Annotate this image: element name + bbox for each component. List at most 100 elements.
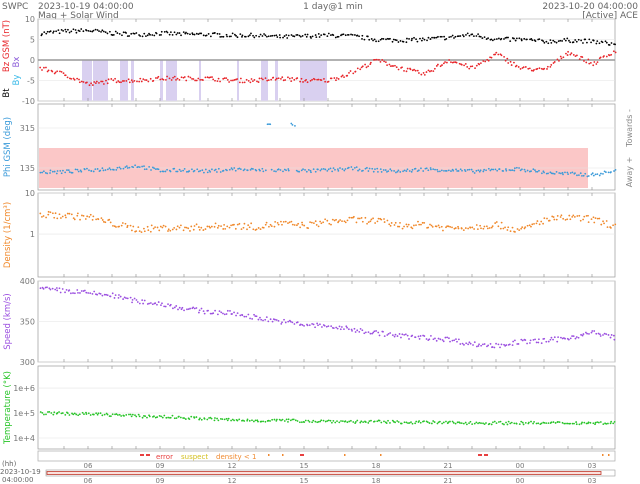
temperature-point [163, 414, 166, 417]
density-point [312, 222, 315, 225]
phi-point [579, 172, 582, 175]
bt-point [126, 35, 129, 38]
bt-point [481, 37, 484, 40]
speed-point [557, 336, 560, 339]
density-point [159, 225, 162, 228]
y-tick-label: 0 [30, 56, 35, 65]
phi-point [396, 170, 399, 173]
phi-point [228, 168, 231, 171]
temperature-point [346, 421, 349, 424]
phi-point [56, 170, 59, 172]
phi-point [77, 170, 80, 173]
density-point [65, 216, 67, 219]
phi-point [317, 168, 319, 171]
speed-point [493, 346, 496, 349]
phi-point [118, 166, 121, 169]
temperature-point [314, 420, 317, 423]
density-point [431, 225, 434, 228]
temperature-point [81, 411, 84, 414]
phi-point [559, 172, 562, 175]
bt-point [55, 30, 58, 33]
y-tick-label: 135 [20, 164, 35, 173]
timeline-range-handle[interactable] [46, 471, 602, 475]
phi-point [399, 171, 402, 173]
phi-point [39, 171, 42, 174]
bt-point [495, 38, 498, 40]
phi-point [429, 167, 432, 169]
temperature-point [326, 420, 329, 422]
flag-error: error [156, 453, 173, 461]
bz-point [352, 72, 355, 75]
bz-point [222, 77, 225, 80]
temperature-point [408, 422, 411, 424]
bz-point [125, 80, 128, 82]
bz-point [54, 71, 57, 74]
phi-point [112, 169, 115, 171]
phi-point [199, 169, 202, 172]
bt-point [301, 35, 304, 37]
bt-point [472, 35, 475, 38]
bz-point [316, 78, 319, 81]
phi-point [450, 170, 452, 172]
mag-axis-label-bz: Bz GSM (nT) [2, 20, 12, 72]
speed-point [314, 326, 316, 329]
temperature-point [403, 421, 406, 424]
bz-point [487, 59, 490, 62]
bz-point [230, 79, 232, 82]
density-point [485, 225, 488, 228]
speed-point [253, 313, 255, 316]
speed-point [156, 303, 158, 306]
bz-point [578, 58, 581, 60]
speed-point [514, 339, 516, 342]
phi-point [309, 169, 312, 172]
speed-point [303, 324, 305, 327]
temperature-point [160, 415, 163, 418]
phi-point [367, 170, 370, 172]
phi-point [472, 170, 474, 173]
temperature-point [336, 420, 338, 423]
bz-point [562, 56, 565, 59]
temperature-point [468, 422, 470, 425]
bz-point [546, 68, 548, 70]
temperature-point [141, 416, 144, 419]
phi-point [479, 169, 482, 172]
speed-point [54, 288, 57, 291]
phi-point [180, 170, 182, 173]
phi-point [526, 169, 529, 172]
bt-point [462, 35, 465, 38]
bz-point [120, 81, 122, 84]
phi-point [547, 172, 549, 175]
bz-point [478, 63, 481, 66]
temperature-point [118, 413, 121, 416]
phi-point [411, 168, 414, 171]
temperature-point [575, 421, 578, 423]
bz-point [130, 79, 133, 82]
flag-mark [300, 454, 304, 456]
bz-point [251, 80, 254, 83]
phi-point [362, 169, 364, 172]
towards-label: Towards - [625, 109, 634, 148]
temperature-point [50, 412, 53, 414]
bt-point [580, 39, 583, 42]
density-point [238, 222, 241, 225]
bt-point [310, 37, 312, 39]
density-point [364, 216, 367, 219]
speed-point [609, 336, 612, 339]
phi-point [191, 168, 193, 171]
density-point [442, 229, 444, 232]
phi-point [226, 169, 228, 172]
phi-point [511, 169, 514, 172]
bt-point [534, 40, 537, 42]
bt-point [65, 30, 68, 33]
phi-point [83, 168, 86, 171]
density-point [490, 226, 493, 229]
bt-point [318, 36, 321, 38]
density-point [324, 218, 327, 221]
bt-point [471, 33, 474, 36]
phi-point [164, 170, 167, 173]
phi-point [478, 170, 481, 173]
speed-point [68, 289, 71, 291]
phi-point [534, 169, 536, 172]
temperature-point [103, 413, 106, 416]
time-unit: (hh) [2, 460, 17, 468]
